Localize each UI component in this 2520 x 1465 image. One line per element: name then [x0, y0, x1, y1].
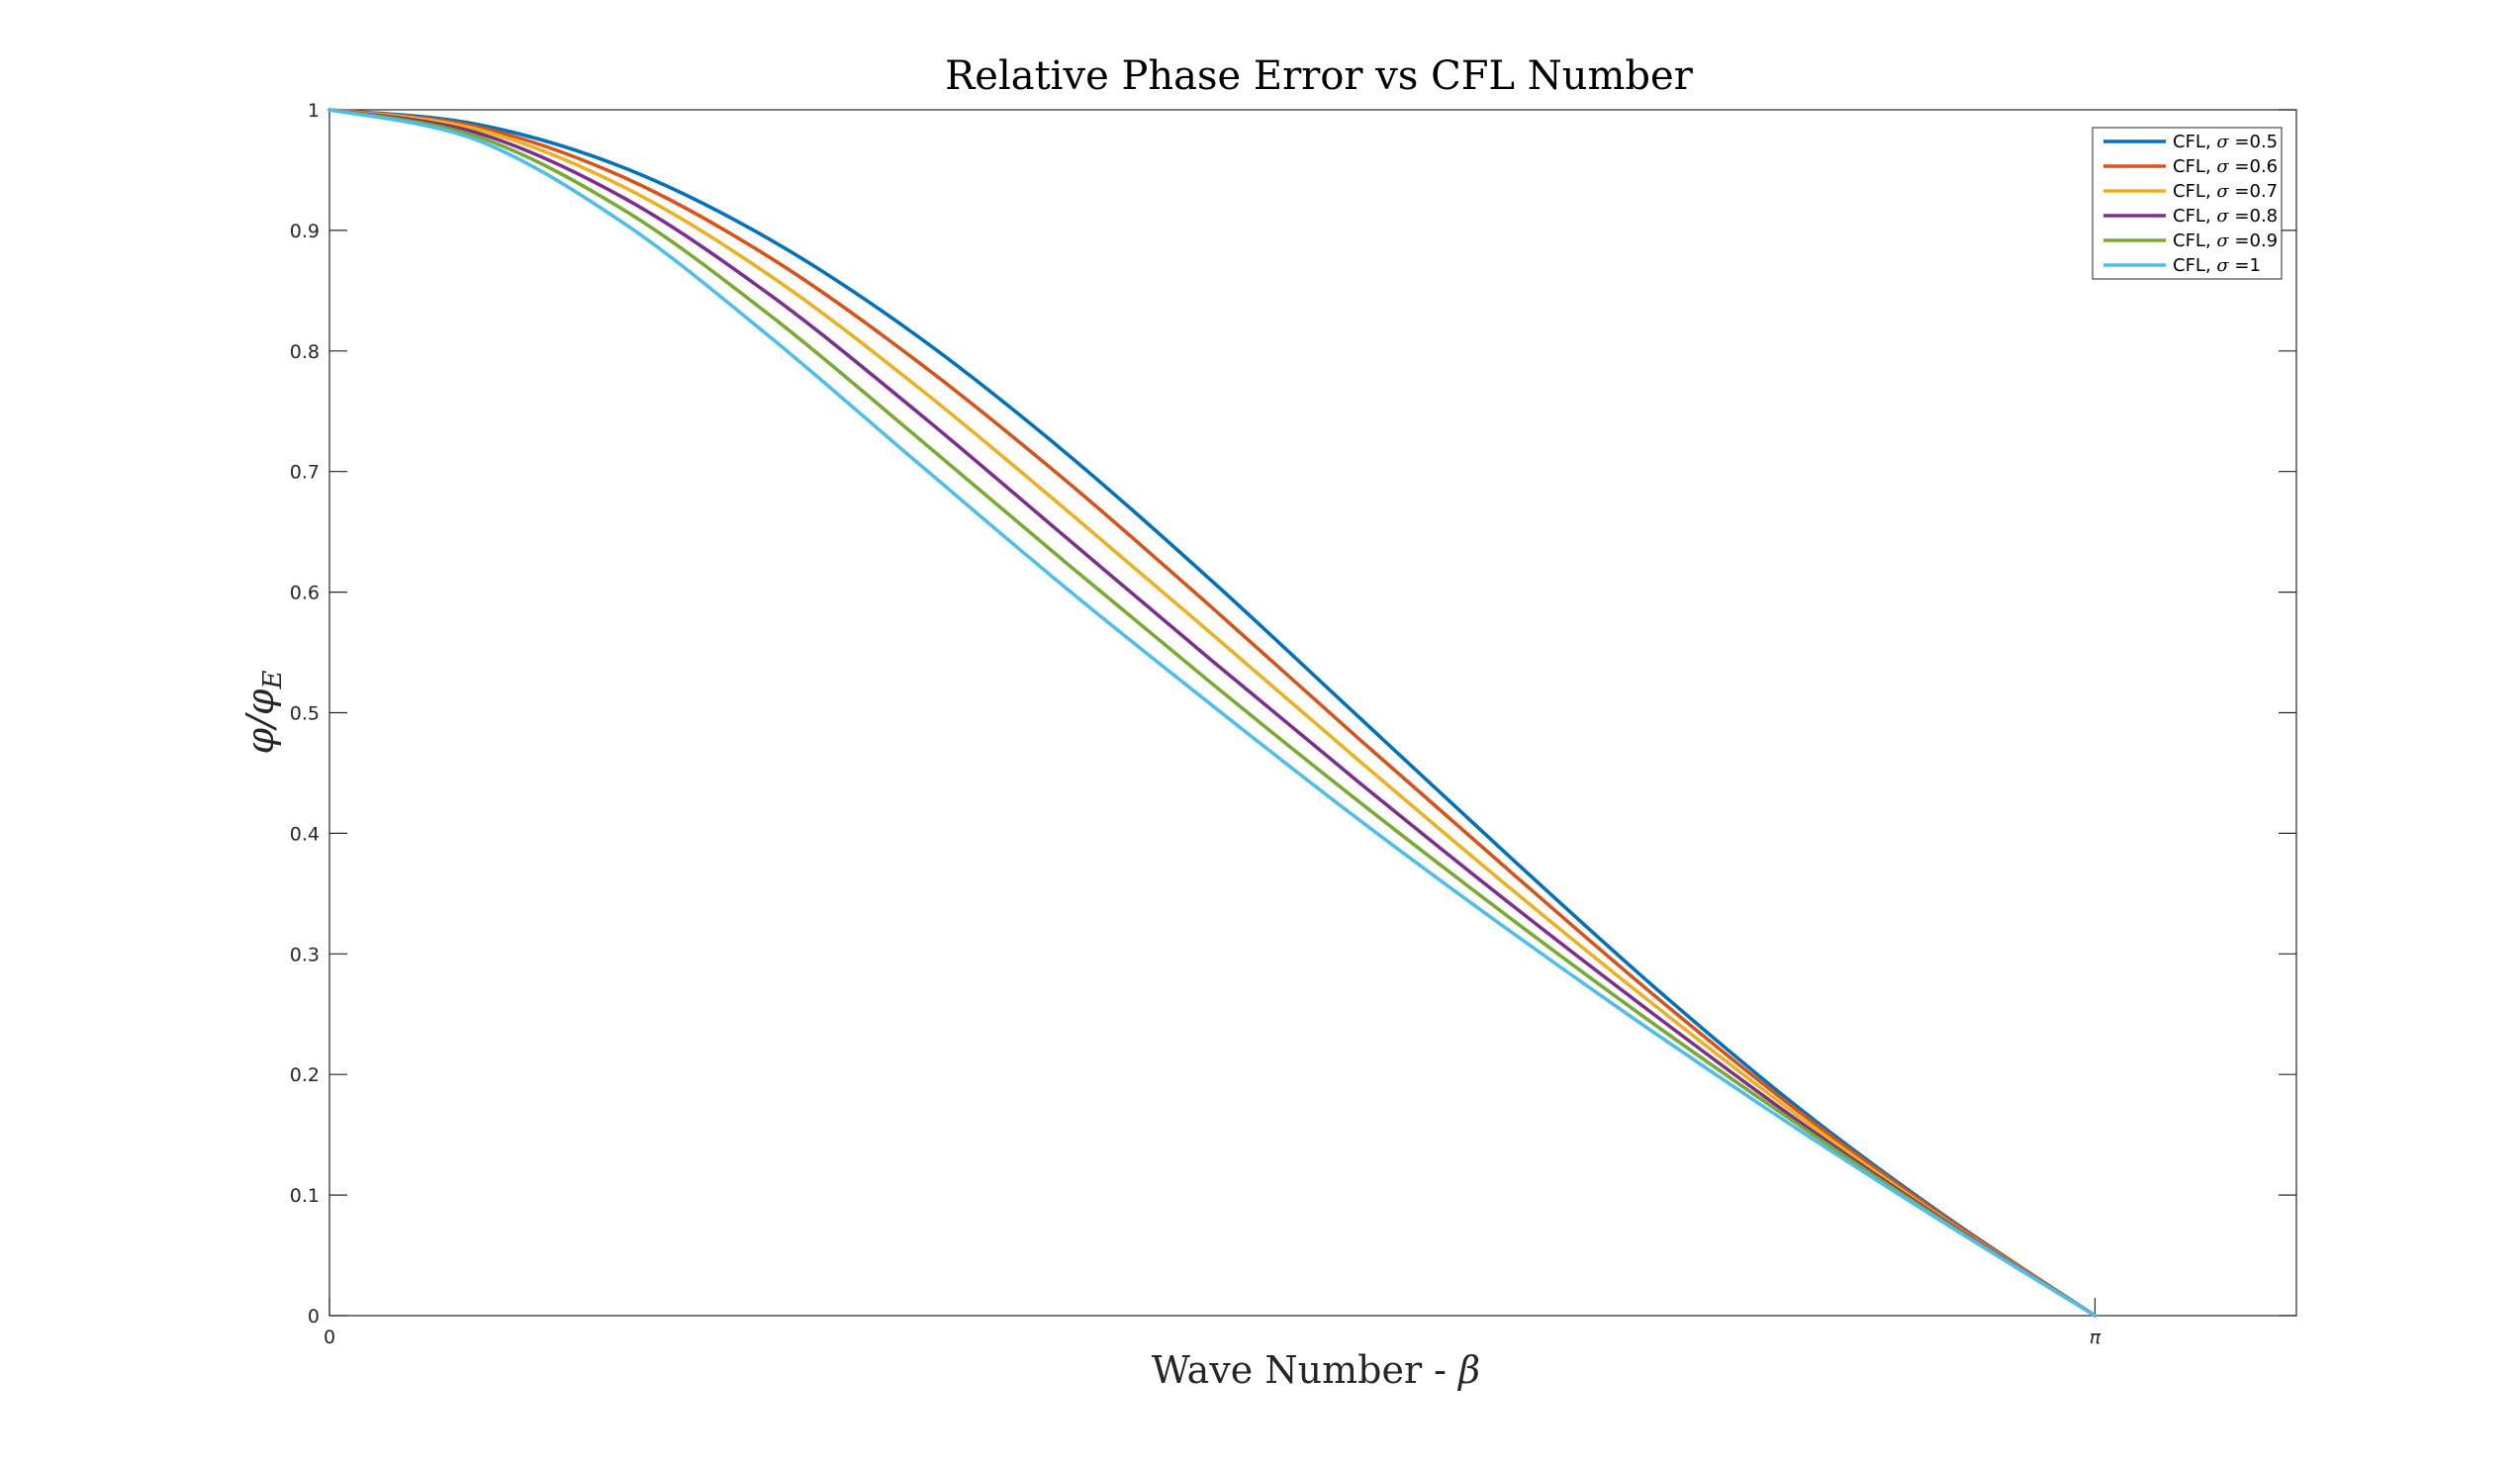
legend-entry: CFL, σ =0.9	[2173, 230, 2278, 251]
y-tick-label: 0.2	[290, 1064, 320, 1086]
y-tick-label: 0.1	[290, 1185, 320, 1207]
x-tick-label: 0	[324, 1327, 335, 1348]
chart-title: Relative Phase Error vs CFL Number	[945, 53, 1694, 99]
legend-entry-prefix: CFL,	[2173, 230, 2216, 251]
series-line-2	[327, 108, 2098, 1318]
y-tick-label: 0.3	[290, 944, 320, 965]
legend-entry: CFL, σ =0.6	[2173, 156, 2278, 177]
x-axis-label-symbol: β	[1456, 1348, 1480, 1392]
x-axis-label: Wave Number - β	[1152, 1348, 1480, 1392]
y-tick-label: 0	[308, 1306, 320, 1328]
legend-entry-suffix: =0.8	[2229, 206, 2278, 227]
y-tick-label: 0.9	[290, 221, 320, 242]
legend-entry: CFL, σ =0.7	[2173, 181, 2278, 202]
y-tick-label: 0.7	[290, 462, 320, 484]
axis-ticks: 0 0.1 0.2 0.3 0.4 0.5 0.6 0.7 0.8 0.9 1 0 π	[290, 100, 2296, 1348]
legend-entry-symbol: σ	[2216, 181, 2229, 202]
series-line-4	[327, 108, 2098, 1318]
y-tick-label: 0.8	[290, 341, 320, 363]
series-line-3	[327, 108, 2098, 1318]
legend-entry-symbol: σ	[2216, 255, 2229, 276]
y-tick-label: 0.6	[290, 583, 320, 604]
legend-entry-suffix: =1	[2229, 255, 2261, 276]
legend-entry-symbol: σ	[2216, 230, 2229, 251]
legend-entry-prefix: CFL,	[2173, 132, 2216, 152]
legend-entry-suffix: =0.5	[2229, 132, 2278, 152]
y-axis-label-main: φ/φ	[238, 688, 282, 754]
series-lines	[327, 108, 2098, 1318]
y-tick-label: 0.5	[290, 703, 320, 725]
series-line-6	[327, 108, 2098, 1318]
legend-entry-symbol: σ	[2216, 156, 2229, 177]
legend-entry: CFL, σ =0.5	[2173, 132, 2278, 152]
x-tick-label: π	[2090, 1327, 2101, 1348]
y-axis-label: φ/φE	[238, 670, 288, 754]
series-line-5	[327, 108, 2098, 1318]
y-tick-label: 0.4	[290, 823, 320, 845]
plot-area	[328, 109, 2297, 1317]
legend-entry-prefix: CFL,	[2173, 156, 2216, 177]
y-tick-label: 1	[308, 100, 320, 122]
legend-entry-symbol: σ	[2216, 206, 2229, 227]
legend-entry-suffix: =0.6	[2229, 156, 2278, 177]
legend-entry-suffix: =0.7	[2229, 181, 2278, 202]
legend-entry-symbol: σ	[2216, 132, 2229, 152]
legend-entry: CFL, σ =0.8	[2173, 206, 2278, 227]
legend-entry-prefix: CFL,	[2173, 255, 2216, 276]
y-axis-label-sub: E	[258, 670, 288, 689]
legend-entry: CFL, σ =1	[2173, 255, 2261, 276]
legend-entry-prefix: CFL,	[2173, 181, 2216, 202]
series-line-1	[327, 108, 2098, 1318]
legend-box	[2092, 127, 2283, 280]
x-axis-label-text: Wave Number -	[1152, 1348, 1458, 1392]
legend-entry-prefix: CFL,	[2173, 206, 2216, 227]
legend-entry-suffix: =0.9	[2229, 230, 2278, 251]
